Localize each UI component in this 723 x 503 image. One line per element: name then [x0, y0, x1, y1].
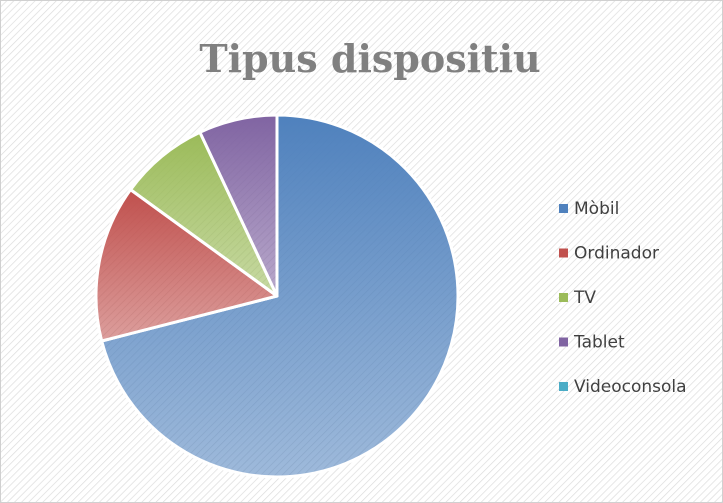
legend-swatch [559, 204, 568, 213]
legend-label: TV [573, 288, 596, 308]
legend-label: Ordinador [574, 244, 659, 264]
legend-swatch [559, 293, 568, 302]
pie-slice [129, 130, 279, 298]
pie [94, 113, 460, 479]
legend-label: Videoconsola [574, 377, 687, 397]
legend-swatch [559, 337, 568, 347]
pie-slice [100, 113, 460, 479]
pie-slice [94, 188, 279, 343]
legend-swatch [559, 382, 568, 391]
chart-title: Tipus dispositiu [199, 36, 540, 81]
legend-label: Mòbil [574, 199, 619, 219]
legend: Mòbil Ordinador TV Tablet Videoconsola [559, 199, 687, 397]
legend-label: Tablet [573, 333, 625, 353]
legend-swatch [559, 248, 568, 258]
